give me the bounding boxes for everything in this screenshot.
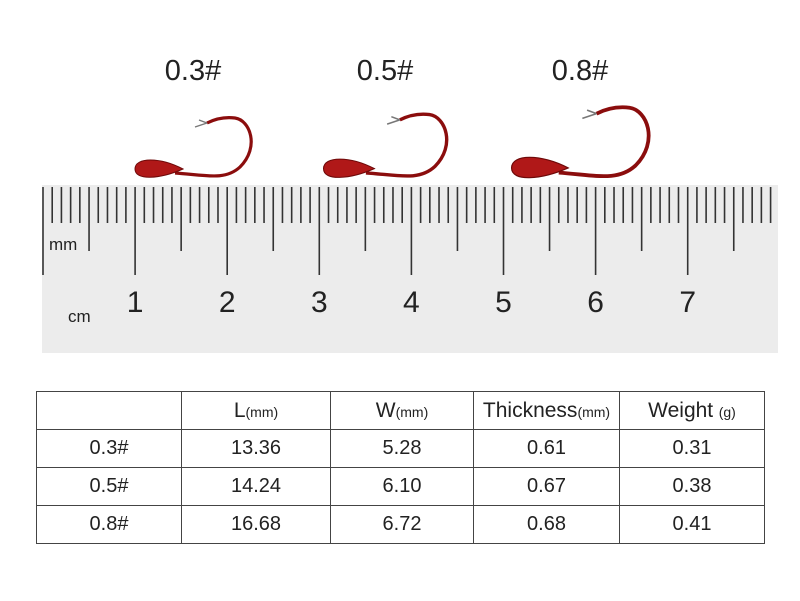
hook-wire bbox=[558, 105, 651, 179]
table-cell: 0.38 bbox=[619, 467, 765, 506]
size-label: 0.3# bbox=[165, 55, 221, 87]
table-cell: 0.5# bbox=[36, 467, 182, 506]
header-cell: W(mm) bbox=[330, 391, 474, 430]
hook-body bbox=[134, 159, 185, 178]
table-row: 0.5# 14.24 6.10 0.67 0.38 bbox=[36, 467, 765, 506]
table-cell: 0.61 bbox=[473, 429, 620, 468]
table-cell: 0.41 bbox=[619, 505, 765, 544]
hook bbox=[134, 116, 253, 178]
ruler-number: 6 bbox=[587, 286, 604, 319]
header-cell: L(mm) bbox=[181, 391, 331, 430]
table-row: 0.8# 16.68 6.72 0.68 0.41 bbox=[36, 505, 765, 544]
hooks: 0.3# 0.5# 0.8# bbox=[134, 55, 651, 179]
hook-wire bbox=[365, 112, 449, 178]
table-cell: 16.68 bbox=[181, 505, 331, 544]
ruler-number: 7 bbox=[679, 286, 696, 319]
ruler-number: 3 bbox=[311, 286, 328, 319]
header-cell bbox=[36, 391, 182, 430]
size-label: 0.5# bbox=[357, 55, 413, 87]
table-cell: 6.72 bbox=[330, 505, 474, 544]
hook-illustration: mm cm 1 2 3 4 5 6 7 0.3# 0.5# 0.8# bbox=[42, 55, 778, 353]
header-main: L bbox=[233, 398, 246, 422]
header-cell: Thickness(mm) bbox=[473, 391, 620, 430]
table-cell: 0.68 bbox=[473, 505, 620, 544]
table-cell: 14.24 bbox=[181, 467, 331, 506]
ruler-number: 4 bbox=[403, 286, 420, 319]
hook bbox=[322, 112, 449, 178]
table-cell: 0.31 bbox=[619, 429, 765, 468]
table-cell: 0.8# bbox=[36, 505, 182, 544]
ruler-unit-cm: cm bbox=[68, 307, 91, 326]
header-unit: (mm) bbox=[245, 403, 279, 420]
ruler-number: 5 bbox=[495, 286, 512, 319]
hook-wire bbox=[174, 116, 253, 178]
ruler-numbers: 1 2 3 4 5 6 7 bbox=[127, 286, 696, 319]
spec-table: L(mm) W(mm) Thickness(mm) Weight (g) 0.3… bbox=[36, 391, 765, 544]
header-unit: (mm) bbox=[395, 403, 429, 420]
table-cell: 5.28 bbox=[330, 429, 474, 468]
table-cell: 13.36 bbox=[181, 429, 331, 468]
ruler-unit-mm: mm bbox=[49, 235, 77, 254]
ruler bbox=[42, 185, 778, 353]
header-main: Thickness bbox=[482, 398, 578, 422]
table-cell: 6.10 bbox=[330, 467, 474, 506]
hook-point bbox=[386, 116, 401, 125]
hook-point bbox=[194, 119, 208, 128]
table-cell: 0.3# bbox=[36, 429, 182, 468]
ruler-number: 2 bbox=[219, 286, 236, 319]
table-row: 0.3# 13.36 5.28 0.61 0.31 bbox=[36, 429, 765, 468]
header-unit: (mm) bbox=[577, 403, 611, 420]
header-main: Weight bbox=[648, 398, 714, 422]
ruler-number: 1 bbox=[127, 286, 144, 319]
header-main: W bbox=[375, 398, 396, 422]
header-cell: Weight (g) bbox=[619, 391, 765, 430]
header-row: L(mm) W(mm) Thickness(mm) Weight (g) bbox=[36, 391, 765, 430]
ruler-ticks bbox=[42, 187, 772, 275]
hook bbox=[510, 105, 651, 179]
hook-body bbox=[322, 158, 376, 178]
header-unit: (g) bbox=[718, 403, 736, 420]
size-label: 0.8# bbox=[552, 55, 608, 87]
table-cell: 0.67 bbox=[473, 467, 620, 506]
hook-body bbox=[510, 156, 570, 179]
hook-point bbox=[582, 109, 597, 120]
